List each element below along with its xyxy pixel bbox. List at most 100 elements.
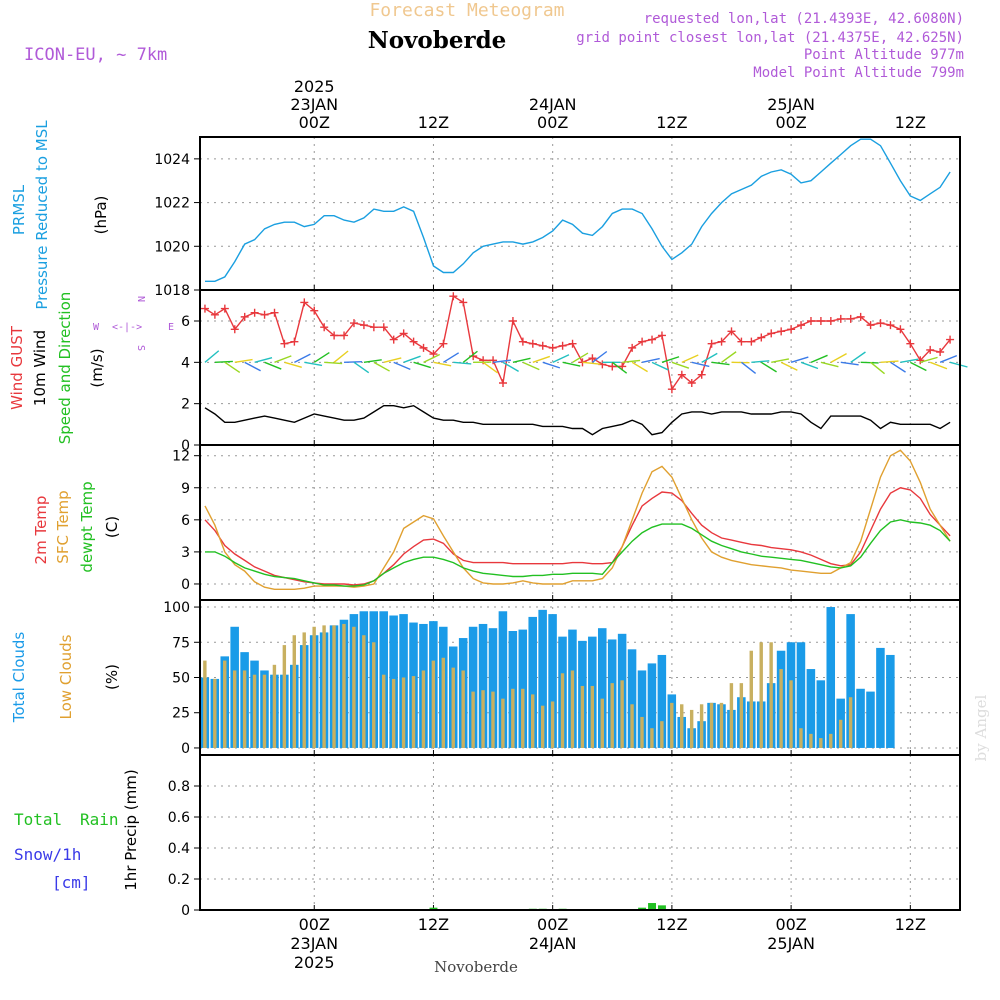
wind-arrow-65 bbox=[850, 351, 866, 363]
gust-marker-32 bbox=[518, 337, 527, 346]
total-cloud-bar-65 bbox=[846, 614, 855, 748]
clouds-ytick-label-2: 50 bbox=[172, 671, 190, 687]
temperature-series-dewpt-temp bbox=[205, 519, 951, 587]
compass-w-label: W bbox=[93, 322, 100, 333]
gust-marker-75 bbox=[946, 335, 955, 344]
gust-marker-43 bbox=[628, 343, 637, 352]
rain-bar-6 bbox=[657, 905, 666, 910]
wind-arrow-24 bbox=[443, 352, 460, 363]
wind-arrow-59 bbox=[790, 356, 809, 364]
wind-arrow-34 bbox=[542, 361, 561, 369]
low-cloud-bar-62 bbox=[819, 738, 823, 748]
wind-arrow-7 bbox=[274, 355, 292, 363]
location-title: Novoberde bbox=[368, 27, 507, 54]
low-cloud-bar-3 bbox=[232, 670, 237, 748]
total-cloud-bar-40 bbox=[597, 628, 607, 748]
gust-marker-55 bbox=[747, 337, 756, 346]
gust-marker-57 bbox=[767, 329, 776, 338]
top-date-label-2: 24JAN bbox=[529, 95, 577, 114]
wind-arrow-29 bbox=[492, 359, 512, 364]
low-cloud-bar-42 bbox=[620, 680, 624, 748]
credit-label: by Angel bbox=[972, 694, 990, 761]
low-cloud-bar-36 bbox=[560, 673, 565, 748]
gust-marker-15 bbox=[349, 319, 358, 328]
wind-arrow-50 bbox=[701, 352, 718, 363]
low-cloud-bar-0 bbox=[203, 660, 207, 748]
gust-marker-66 bbox=[856, 312, 865, 321]
wind-unit-label: (m/s) bbox=[88, 348, 106, 387]
gust-marker-70 bbox=[896, 325, 905, 334]
wind-arrow-5 bbox=[254, 356, 273, 364]
gust-marker-61 bbox=[806, 317, 815, 325]
gust-marker-72 bbox=[916, 356, 925, 365]
gust-marker-3 bbox=[230, 325, 239, 334]
low-cloud-bar-57 bbox=[769, 642, 773, 748]
wind-arrow-39 bbox=[591, 350, 608, 363]
bottom-hour-label-1: 12Z bbox=[418, 915, 449, 934]
wind-arrow-16 bbox=[363, 359, 382, 364]
gust-marker-48 bbox=[677, 370, 686, 379]
gust-marker-39 bbox=[588, 354, 597, 363]
gust-marker-26 bbox=[459, 298, 468, 307]
temp-labels: 2m Temp SFC Temp dewpt Temp (C) bbox=[32, 481, 121, 572]
low-cloud-bar-11 bbox=[312, 626, 316, 748]
model-label: ICON-EU, ~ 7km bbox=[24, 45, 167, 65]
temperature-ytick-label-4: 12 bbox=[172, 449, 190, 465]
gust-marker-49 bbox=[687, 379, 696, 387]
wind-arrow-52 bbox=[721, 351, 737, 363]
clouds-ytick-label-3: 75 bbox=[172, 635, 190, 651]
wind-arrow-41 bbox=[611, 361, 628, 374]
wind-arrow-44 bbox=[641, 357, 660, 364]
top-date-label-4: 25JAN bbox=[767, 95, 815, 114]
total-cloud-bar-28 bbox=[478, 623, 488, 748]
low-cloud-bar-60 bbox=[799, 728, 803, 748]
gust-marker-10 bbox=[300, 298, 309, 307]
wind-ytick-label-2: 4 bbox=[181, 355, 190, 371]
gust-marker-44 bbox=[638, 337, 647, 346]
low-cloud-bar-2 bbox=[223, 660, 227, 748]
total-cloud-bar-62 bbox=[816, 680, 826, 748]
gust-marker-45 bbox=[648, 335, 657, 344]
wind-arrow-28 bbox=[482, 361, 499, 374]
gust-marker-60 bbox=[797, 321, 806, 330]
total-cloud-bar-63 bbox=[826, 607, 836, 748]
low-cloud-bar-53 bbox=[729, 683, 734, 748]
wind-arrow-67 bbox=[870, 361, 886, 375]
gust-marker-8 bbox=[280, 339, 289, 348]
bottom-year-label-0: 2025 bbox=[294, 953, 335, 972]
pressure-panel: 1018 1020 1022 1024 bbox=[154, 136, 961, 299]
low-cloud-bar-55 bbox=[749, 650, 753, 748]
total-cloud-bar-43 bbox=[627, 649, 637, 748]
low-cloud-bar-32 bbox=[521, 688, 525, 748]
gust-marker-7 bbox=[270, 308, 279, 317]
low-cloud-bar-59 bbox=[789, 680, 793, 748]
low-cloud-bar-30 bbox=[501, 698, 505, 748]
low-cloud-bar-17 bbox=[372, 642, 376, 748]
wind-arrow-61 bbox=[810, 354, 828, 363]
top-hour-label-2: 00Z bbox=[537, 113, 568, 132]
wind-arrow-46 bbox=[661, 356, 680, 363]
prmsl-label: PRMSL bbox=[10, 184, 28, 235]
low-cloud-bar-12 bbox=[322, 625, 326, 748]
requested-coords: requested lon,lat (21.4393E, 42.6080N) bbox=[644, 11, 964, 27]
gust-marker-41 bbox=[608, 362, 617, 371]
wind-ytick-label-1: 2 bbox=[181, 397, 190, 413]
gust-marker-58 bbox=[777, 327, 786, 336]
low-cloud-bar-52 bbox=[719, 702, 724, 748]
bottom-hour-label-3: 12Z bbox=[656, 915, 687, 934]
wind10-label: 10m Wind bbox=[31, 330, 49, 406]
precip-labels: Total Rain Snow/1h [cm] 1hr Precip (mm) bbox=[14, 769, 140, 892]
wind-arrow-48 bbox=[681, 354, 699, 363]
total-cloud-bar-44 bbox=[637, 670, 647, 748]
gust-marker-64 bbox=[836, 314, 845, 323]
prmsl-desc-label: Pressure Reduced to MSL bbox=[33, 120, 51, 310]
wind-arrow-11 bbox=[313, 351, 330, 363]
wind-arrow-18 bbox=[383, 357, 402, 364]
precip-ytick-label-3: 0.6 bbox=[168, 810, 190, 826]
clouds-ytick-label-4: 100 bbox=[163, 600, 190, 616]
gust-marker-56 bbox=[757, 333, 766, 342]
wind-arrow-75 bbox=[949, 361, 968, 368]
wind-arrow-2 bbox=[224, 361, 241, 373]
